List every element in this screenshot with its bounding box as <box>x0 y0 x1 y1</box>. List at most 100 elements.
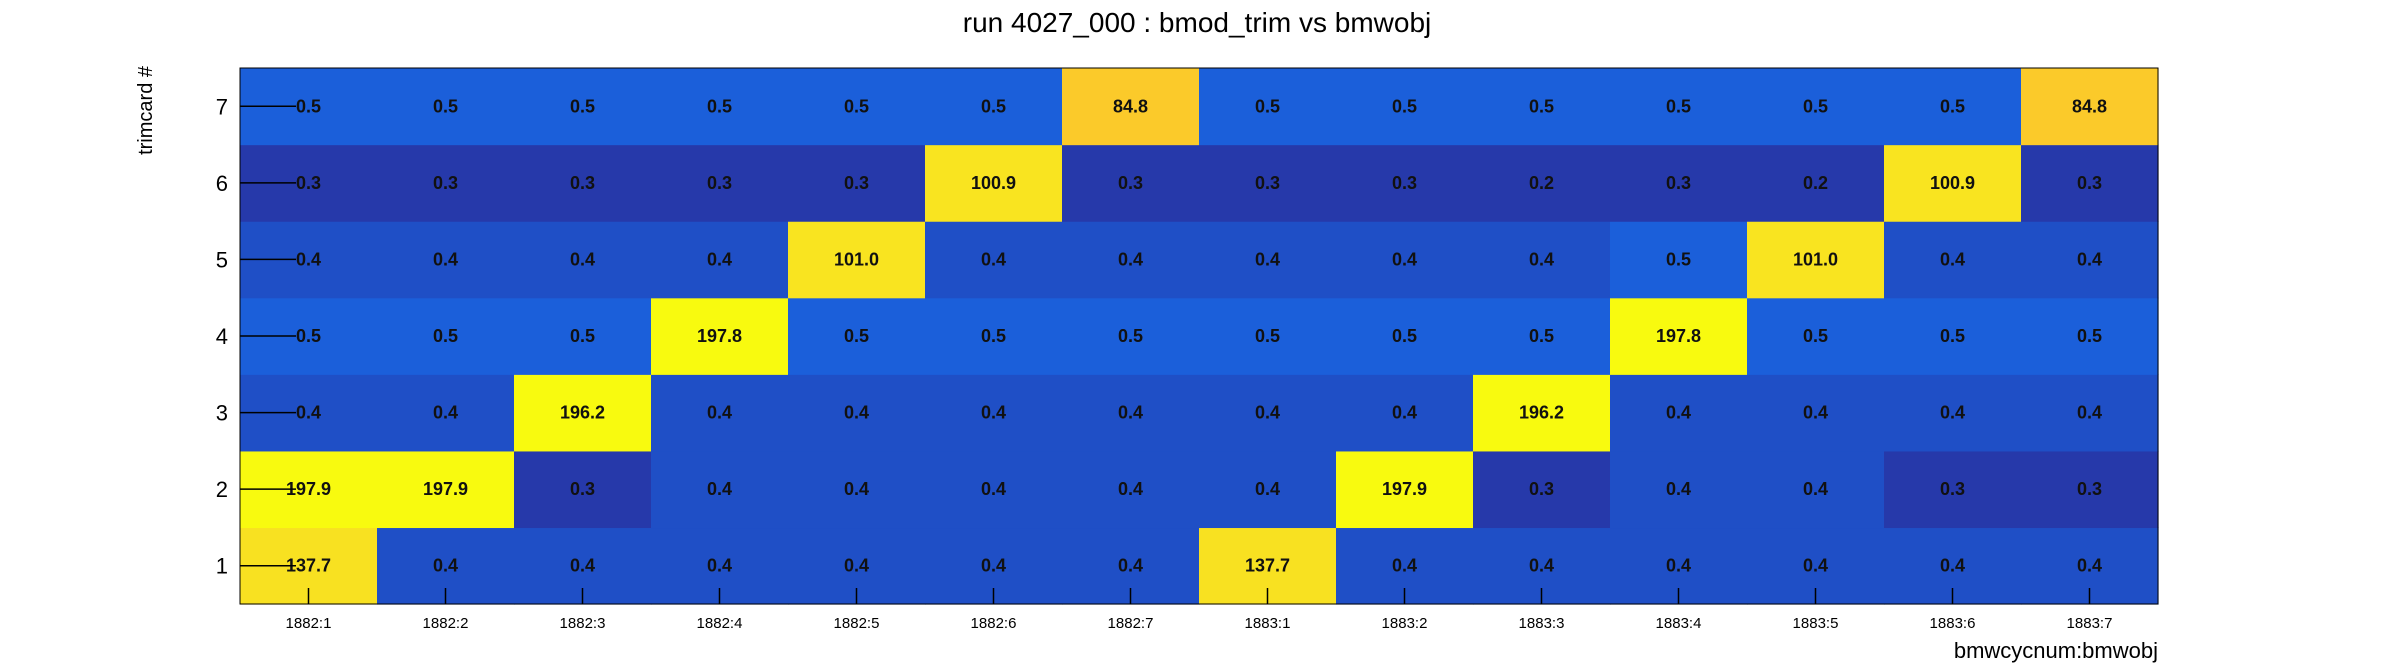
heatmap-cell <box>1747 144 1885 222</box>
cell-value-label: 0.3 <box>1940 479 1965 499</box>
cell-value-label: 0.5 <box>707 96 732 116</box>
cell-value-label: 0.2 <box>1529 173 1554 193</box>
cell-value-label: 0.4 <box>1392 403 1417 423</box>
cell-value-label: 0.5 <box>844 96 869 116</box>
heatmap-cell <box>1884 68 2022 146</box>
heatmap-cell <box>1610 144 1748 222</box>
cell-value-label: 0.4 <box>433 403 458 423</box>
x-tick-label: 1882:3 <box>560 615 606 632</box>
heatmap-cell <box>1062 450 1200 529</box>
x-tick-label: 1883:5 <box>1793 615 1839 632</box>
cell-value-label: 0.3 <box>1529 479 1554 499</box>
heatmap-cell <box>514 144 652 222</box>
cell-value-label: 0.3 <box>2077 173 2102 193</box>
cell-value-label: 0.5 <box>1666 249 1691 269</box>
cell-value-label: 137.7 <box>1245 556 1290 576</box>
heatmap-cell <box>1610 374 1748 452</box>
cell-value-label: 0.3 <box>844 173 869 193</box>
cell-value-label: 0.4 <box>1529 249 1554 269</box>
heatmap-cell <box>2021 297 2159 375</box>
heatmap-cell <box>1747 221 1885 299</box>
y-tick-label: 2 <box>216 477 228 502</box>
cell-value-label: 0.4 <box>844 556 869 576</box>
heatmap-cell <box>1884 144 2022 222</box>
cell-value-label: 0.4 <box>981 403 1006 423</box>
heatmap-cell <box>1199 450 1337 529</box>
cell-value-label: 0.2 <box>1803 173 1828 193</box>
cell-value-label: 0.5 <box>296 326 321 346</box>
cell-value-label: 0.5 <box>844 326 869 346</box>
x-tick-label: 1883:4 <box>1656 615 1702 632</box>
x-tick-label: 1883:1 <box>1245 615 1291 632</box>
heatmap-cell <box>1062 297 1200 375</box>
heatmap-cell <box>925 221 1063 299</box>
cell-value-label: 0.3 <box>2077 479 2102 499</box>
heatmap-cell <box>1473 450 1611 529</box>
cell-value-label: 101.0 <box>834 249 879 269</box>
y-tick-label: 5 <box>216 247 228 272</box>
x-tick-label: 1882:1 <box>286 615 332 632</box>
heatmap-cell <box>377 68 515 146</box>
cell-value-label: 0.4 <box>1940 556 1965 576</box>
heatmap-cell <box>1747 374 1885 452</box>
x-tick-label: 1883:3 <box>1519 615 1565 632</box>
cell-value-label: 0.5 <box>1392 326 1417 346</box>
cell-value-label: 84.8 <box>1113 96 1148 116</box>
cell-value-label: 0.5 <box>981 96 1006 116</box>
heatmap-cell <box>788 221 926 299</box>
cell-value-label: 0.4 <box>1666 556 1691 576</box>
cell-value-label: 0.3 <box>296 173 321 193</box>
cell-value-label: 0.5 <box>1803 96 1828 116</box>
cell-value-label: 0.4 <box>981 249 1006 269</box>
y-tick-label: 4 <box>216 324 228 349</box>
heatmap-cell <box>1747 68 1885 146</box>
cell-value-label: 0.5 <box>2077 326 2102 346</box>
heatmap-cell <box>2021 68 2159 146</box>
cell-value-label: 0.5 <box>296 96 321 116</box>
heatmap-cell <box>1884 297 2022 375</box>
y-tick-label: 6 <box>216 171 228 196</box>
cell-value-label: 0.5 <box>1392 96 1417 116</box>
heatmap-cell <box>1610 221 1748 299</box>
heatmap-cell <box>377 144 515 222</box>
cell-value-label: 0.4 <box>1255 403 1280 423</box>
cell-value-label: 0.5 <box>1666 96 1691 116</box>
y-tick-label: 3 <box>216 401 228 426</box>
y-tick-label: 1 <box>216 554 228 579</box>
heatmap-cell <box>1884 221 2022 299</box>
cell-value-label: 100.9 <box>971 173 1016 193</box>
cell-value-label: 0.3 <box>1255 173 1280 193</box>
heatmap-cell <box>377 450 515 529</box>
heatmap-cell-labels: 137.7 197.9 0.4 0.5 0.4 0.3 0.5 0.4 197.9 0.4 0.5 0… <box>286 96 2107 575</box>
cell-value-label: 0.4 <box>2077 249 2102 269</box>
heatmap-cell <box>925 374 1063 452</box>
cell-value-label: 0.4 <box>1118 556 1143 576</box>
y-axis-label: trimcard # <box>135 65 157 155</box>
cell-value-label: 0.4 <box>707 479 732 499</box>
cell-value-label: 0.4 <box>707 556 732 576</box>
cell-value-label: 0.4 <box>296 249 321 269</box>
cell-value-label: 0.3 <box>570 173 595 193</box>
heatmap-cell <box>2021 144 2159 222</box>
heatmap-cell <box>514 450 652 529</box>
cell-value-label: 0.4 <box>433 249 458 269</box>
heatmap-cell <box>1336 374 1474 452</box>
heatmap-cell <box>651 450 789 529</box>
heatmap-cell <box>514 68 652 146</box>
x-tick-label: 1882:2 <box>423 615 469 632</box>
heatmap-cell <box>1473 297 1611 375</box>
cell-value-label: 0.5 <box>1118 326 1143 346</box>
cell-value-label: 0.4 <box>1118 403 1143 423</box>
chart-title: run 4027_000 : bmod_trim vs bmwobj <box>963 7 1431 38</box>
heatmap-cell <box>1747 297 1885 375</box>
heatmap-cell <box>514 297 652 375</box>
cell-value-label: 0.4 <box>570 556 595 576</box>
heatmap-cell <box>1199 374 1337 452</box>
x-tick-label: 1883:2 <box>1382 615 1428 632</box>
cell-value-label: 0.4 <box>1666 479 1691 499</box>
x-axis-label: bmwcycnum:bmwobj <box>1954 638 2158 663</box>
cell-value-label: 0.4 <box>433 556 458 576</box>
heatmap-cell <box>1884 374 2022 452</box>
cell-value-label: 0.4 <box>1392 249 1417 269</box>
